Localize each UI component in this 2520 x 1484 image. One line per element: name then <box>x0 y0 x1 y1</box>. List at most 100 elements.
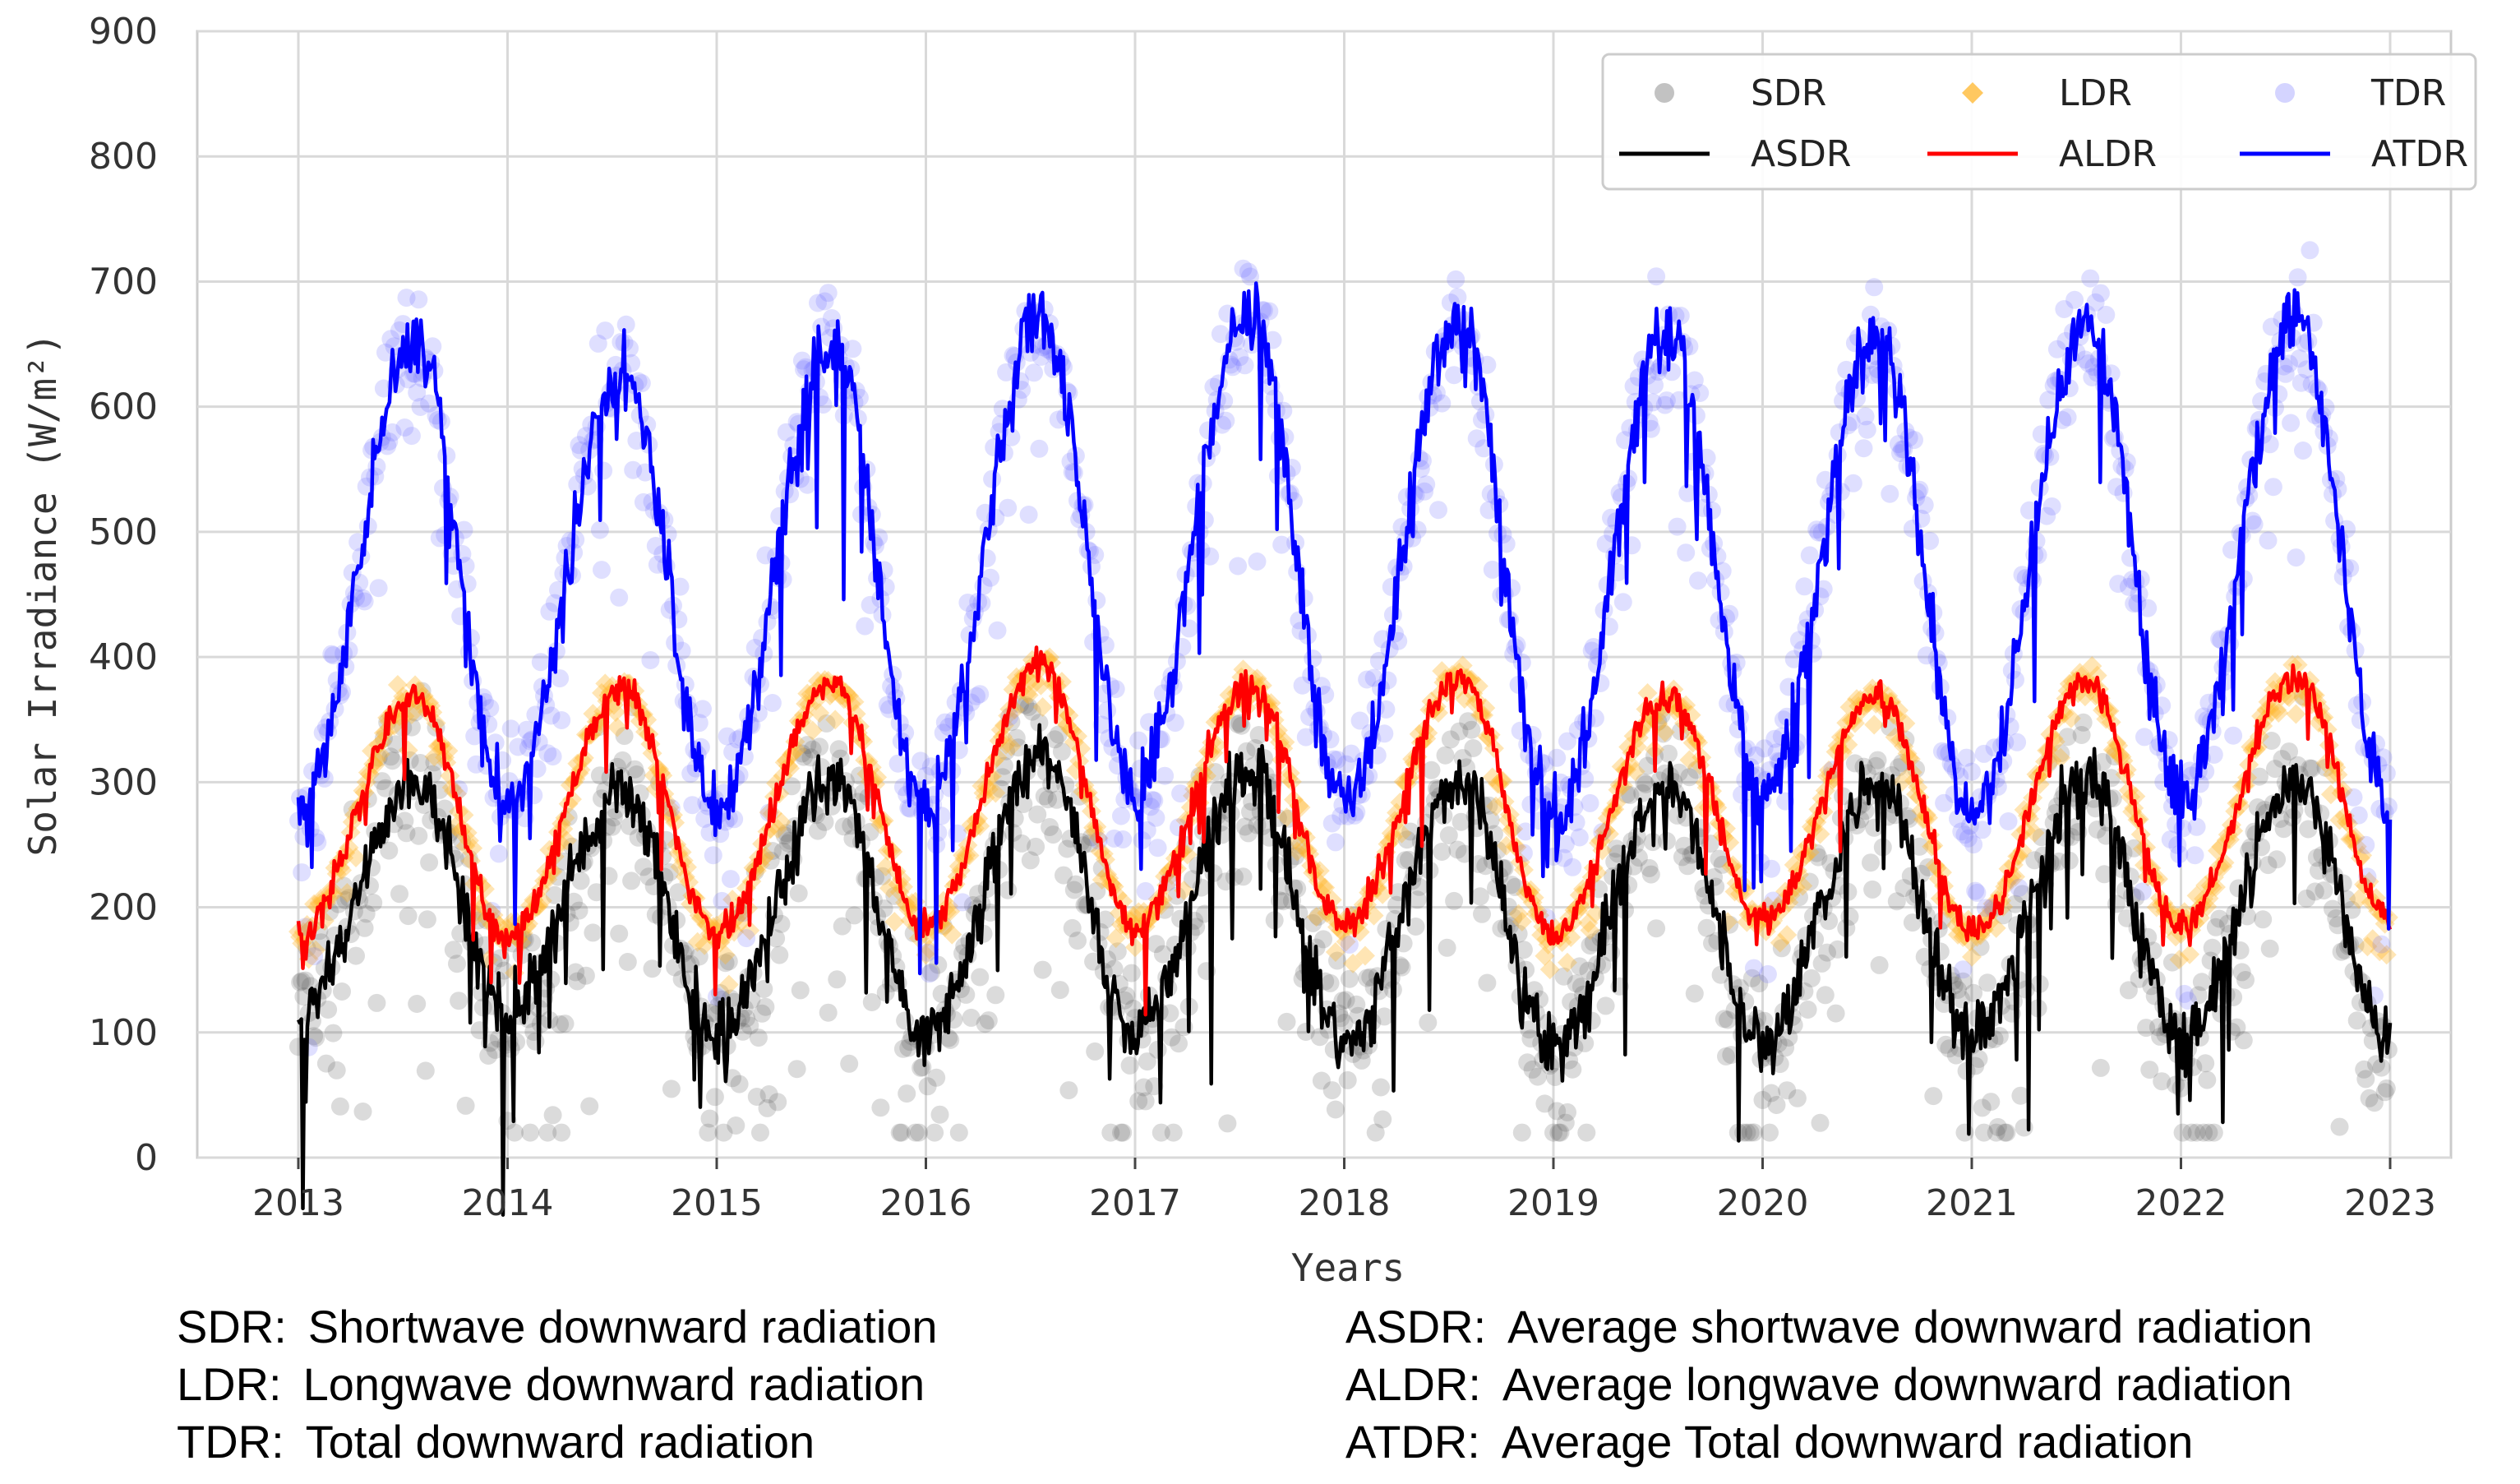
sdr-point <box>479 1047 498 1065</box>
sdr-point <box>1647 919 1666 938</box>
tdr-point <box>2042 497 2061 515</box>
sdr-point <box>1310 1028 1329 1047</box>
tdr-point <box>694 700 712 719</box>
tdr-point <box>1433 394 1452 413</box>
x-axis-ticks: 2013 2014 2015 2016 2017 2018 2019 2020 2021 2022… <box>252 1182 2436 1224</box>
sdr-point <box>1352 1051 1371 1070</box>
abbreviation-notes: SDR: Shortwave downward radiation LDR: Lon… <box>177 1299 2478 1480</box>
sdr-point <box>420 853 439 871</box>
sdr-point <box>1170 1034 1188 1053</box>
sdr-point <box>1924 1087 1943 1106</box>
sdr-point <box>1152 1123 1170 1142</box>
sdr-point <box>705 1088 724 1107</box>
sdr-point <box>1372 1078 1390 1097</box>
tdr-point <box>819 284 838 303</box>
sdr-point <box>1153 945 1172 964</box>
tdr-point <box>1171 784 1190 803</box>
sdr-point <box>751 1123 769 1142</box>
x-tick-label: 2023 <box>2344 1182 2436 1224</box>
sdr-point <box>1577 1123 1596 1142</box>
sdr-point <box>355 918 374 937</box>
sdr-point <box>986 986 1005 1005</box>
sdr-point <box>1277 1012 1296 1031</box>
sdr-point <box>1021 851 1040 870</box>
tdr-point <box>369 579 388 598</box>
sdr-point <box>505 1123 524 1142</box>
sdr-point <box>1464 739 1483 757</box>
sdr-point <box>1234 867 1253 886</box>
note-tdr: TDR: Total downward radiation <box>177 1416 815 1468</box>
sdr-point <box>1685 984 1704 1003</box>
sdr-point <box>898 1084 916 1103</box>
sdr-point <box>939 1029 958 1047</box>
sdr-point <box>873 867 892 885</box>
sdr-point <box>957 985 976 1004</box>
sdr-point <box>380 841 399 860</box>
sdr-point <box>296 971 315 990</box>
sdr-point <box>753 1004 772 1023</box>
sdr-point <box>1066 875 1085 894</box>
tdr-point <box>1326 833 1345 852</box>
tdr-point <box>1156 766 1175 785</box>
sdr-point <box>1296 1023 1315 1041</box>
y-tick-label: 100 <box>89 1012 158 1054</box>
sdr-point <box>1308 907 1327 926</box>
sdr-point <box>976 1015 995 1033</box>
sdr-point <box>552 1123 571 1142</box>
sdr-point <box>1063 918 1082 937</box>
tdr-point <box>1668 517 1687 536</box>
plot-area <box>196 30 2453 1159</box>
tdr-point <box>367 457 386 476</box>
sdr-point <box>1358 969 1377 987</box>
tdr-point <box>2245 515 2264 534</box>
sdr-point <box>910 1123 928 1142</box>
tdr-point <box>402 427 421 446</box>
sdr-point <box>618 953 637 971</box>
tdr-point <box>2372 935 2391 954</box>
tdr-point <box>1145 791 1164 810</box>
tdr-point <box>2185 846 2204 865</box>
tdr-point <box>1548 748 1567 767</box>
sdr-point <box>1433 843 1452 861</box>
sdr-point <box>690 947 708 966</box>
sdr-point <box>1333 992 1352 1010</box>
sdr-point <box>893 1039 912 1058</box>
sdr-point <box>1105 959 1124 978</box>
sdr-point <box>1335 1014 1354 1032</box>
sdr-point <box>1328 951 1346 970</box>
tdr-point <box>1114 830 1133 848</box>
sdr-point <box>1641 865 1660 884</box>
sdr-point <box>741 1016 759 1035</box>
sdr-point <box>1314 930 1333 949</box>
sdr-point <box>1422 760 1441 779</box>
legend-ldr-label: LDR <box>2059 72 2132 114</box>
sdr-point <box>456 1096 475 1115</box>
sdr-point <box>625 760 644 779</box>
sdr-point <box>2234 1031 2253 1050</box>
tdr-point <box>2097 305 2116 324</box>
tdr-point <box>1148 839 1167 858</box>
sdr-point <box>700 1109 719 1128</box>
sdr-point <box>2172 1079 2190 1098</box>
sdr-point <box>1028 805 1047 824</box>
sdr-point <box>1030 714 1049 733</box>
sdr-point <box>1019 697 1038 716</box>
tdr-point <box>2344 788 2363 807</box>
tdr-point <box>1019 506 1038 524</box>
sdr-point <box>1249 726 1268 744</box>
sdr-point <box>571 871 590 890</box>
sdr-point <box>1798 1001 1817 1019</box>
y-axis-label: Solar Irradiance (W/m²) <box>21 333 65 857</box>
sdr-point <box>2091 1058 2110 1077</box>
sdr-point <box>1820 912 1839 931</box>
sdr-point <box>1008 738 1027 757</box>
sdr-point <box>622 871 641 890</box>
sdr-point <box>1274 892 1293 911</box>
sdr-point <box>699 1123 718 1142</box>
sdr-point <box>787 1060 806 1079</box>
sdr-point <box>2192 973 2211 992</box>
sdr-point <box>1291 836 1310 854</box>
sdr-point <box>602 817 621 836</box>
sdr-point <box>1563 1060 1582 1079</box>
tdr-point <box>971 685 990 704</box>
